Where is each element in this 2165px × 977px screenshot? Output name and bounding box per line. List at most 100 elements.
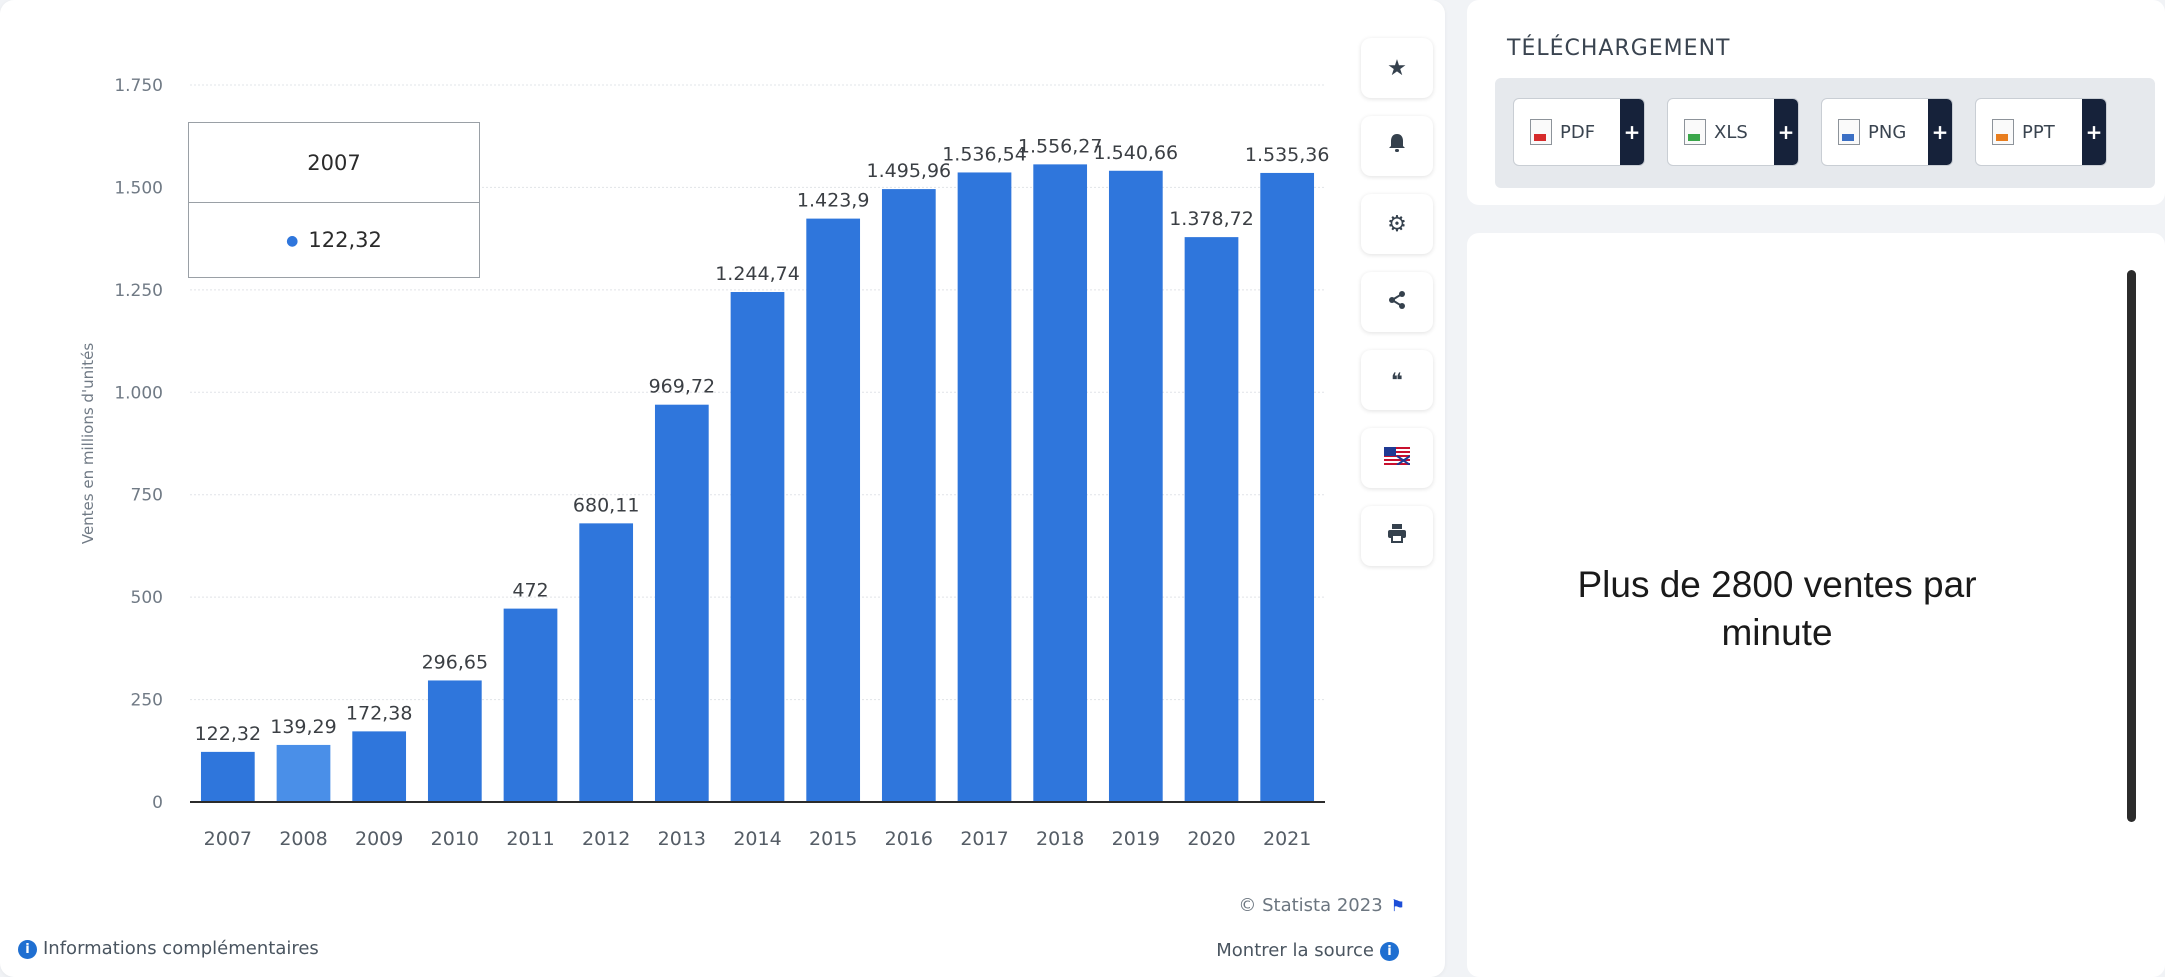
download-png-button[interactable]: PNG + [1821,98,1953,166]
x-tick-label: 2018 [1036,828,1084,850]
x-tick-label: 2007 [204,828,252,850]
bar [427,680,482,802]
plus-icon: + [1774,99,1798,165]
x-tick-label: 2020 [1187,828,1235,850]
tooltip-value: ● 122,32 [189,203,479,277]
plus-icon: + [1928,99,1952,165]
data-label: 1.536,54 [942,143,1027,165]
y-tick-label: 500 [131,588,163,608]
y-axis-title: Ventes en millions d'unités [79,343,97,545]
note-panel: Plus de 2800 ventes par minute [1467,233,2165,977]
download-panel: TÉLÉCHARGEMENT PDF + XLS + PNG + PPT + [1467,0,2165,205]
data-label: 122,32 [195,723,261,745]
tooltip-value-text: 122,32 [308,228,382,252]
plus-icon: + [2082,99,2106,165]
bell-icon [1388,133,1406,159]
bar [654,404,709,802]
download-ppt-label: PPT [2022,121,2055,143]
data-label: 172,38 [346,702,412,724]
print-button[interactable] [1361,506,1433,566]
bar [1184,237,1239,802]
bar [276,744,331,802]
y-tick-label: 250 [131,691,163,711]
x-tick-label: 2019 [1112,828,1160,850]
info-icon: i [1380,941,1399,961]
download-xls-label: XLS [1714,121,1748,143]
y-tick-label: 1.250 [114,281,163,301]
more-info-text: Informations complémentaires [43,938,319,959]
bar [881,189,936,803]
bar [1108,170,1163,802]
data-label: 1.244,74 [715,263,800,285]
info-icon: i [18,939,37,959]
download-ppt-button[interactable]: PPT + [1975,98,2107,166]
data-label: 296,65 [422,651,488,673]
bar [200,751,255,802]
flag-icon [1384,446,1411,471]
bar [503,608,558,802]
x-tick-label: 2016 [885,828,933,850]
quote-icon: ❝ [1391,368,1403,392]
notification-button[interactable] [1361,116,1433,176]
data-label: 472 [512,580,548,602]
favorite-button[interactable]: ★ [1361,38,1433,98]
x-tick-label: 2012 [582,828,630,850]
download-pdf-button[interactable]: PDF + [1513,98,1645,166]
bar-chart: 0 250 500 750 1.000 1.250 1.500 1.750 Ventes en … [79,76,1330,850]
flag-marker-icon: ⚑ [1390,896,1405,915]
x-tick-label: 2009 [355,828,403,850]
y-tick-label: 750 [131,486,163,506]
more-info-link[interactable]: i Informations complémentaires [12,938,319,959]
tooltip-dot-icon: ● [286,233,299,249]
x-tick-label: 2010 [431,828,479,850]
x-tick-label: 2013 [658,828,706,850]
download-png-label: PNG [1868,121,1907,143]
y-tick-label: 0 [152,793,163,813]
data-label: 1.556,27 [1018,135,1103,157]
download-title: TÉLÉCHARGEMENT [1507,36,1731,61]
png-file-icon [1838,119,1860,145]
bar [1260,172,1315,803]
note-text: Plus de 2800 ventes par minute [1577,564,1977,653]
data-label: 1.540,66 [1094,142,1179,164]
share-button[interactable] [1361,272,1433,332]
statista-credit[interactable]: © Statista 2023 ⚑ [1238,895,1405,916]
data-label: 139,29 [270,716,336,738]
x-tick-label: 2015 [809,828,857,850]
print-icon [1387,523,1407,549]
source-text: Montrer la source [1216,940,1374,961]
bar [806,218,861,802]
plus-icon: + [1620,99,1644,165]
data-label: 1.495,96 [867,160,952,182]
bar [352,731,407,802]
x-tick-label: 2011 [506,828,554,850]
share-icon [1388,290,1406,315]
x-tick-label: 2008 [279,828,327,850]
credit-text: © Statista 2023 [1238,895,1383,916]
download-xls-button[interactable]: XLS + [1667,98,1799,166]
data-label: 680,11 [573,494,639,516]
xls-file-icon [1684,119,1706,145]
x-tick-label: 2014 [733,828,781,850]
language-button[interactable] [1361,428,1433,488]
scrollbar[interactable] [2127,270,2136,822]
ppt-file-icon [1992,119,2014,145]
bar [1033,164,1088,802]
data-label: 969,72 [649,376,715,398]
y-tick-label: 1.500 [114,178,163,198]
y-tick-label: 1.000 [114,383,163,403]
data-label: 1.378,72 [1169,208,1254,230]
settings-button[interactable]: ⚙ [1361,194,1433,254]
x-tick-label: 2017 [960,828,1008,850]
bar [957,172,1012,802]
chart-toolbar: ★ ⚙ ❝ [1361,38,1433,584]
bar [730,292,785,802]
show-source-link[interactable]: Montrer la source i [1216,940,1405,961]
cite-button[interactable]: ❝ [1361,350,1433,410]
gear-icon: ⚙ [1387,211,1407,237]
chart-card: 0 250 500 750 1.000 1.250 1.500 1.750 Ventes en … [0,0,1445,977]
data-label: 1.535,36 [1245,144,1330,166]
tooltip-title: 2007 [189,123,479,203]
star-icon: ★ [1387,55,1407,81]
